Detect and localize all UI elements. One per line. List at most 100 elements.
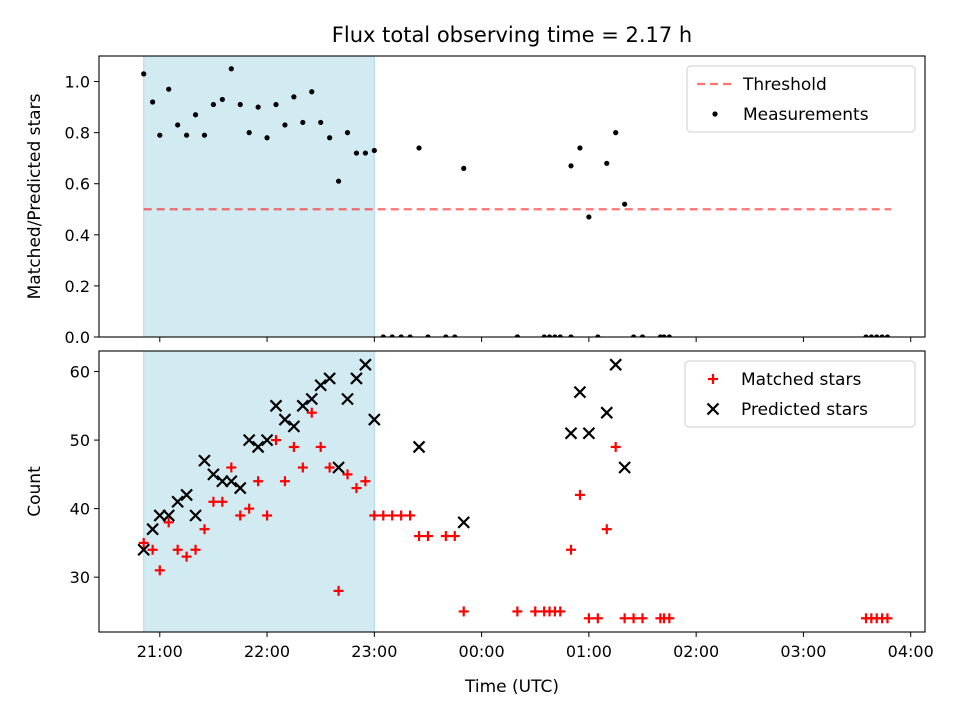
predicted-point-b bbox=[162, 509, 176, 522]
predicted-point-b bbox=[618, 461, 631, 474]
matched-point bbox=[637, 613, 648, 624]
predicted-point bbox=[153, 509, 167, 522]
measurement-point bbox=[604, 160, 610, 166]
plot-area bbox=[141, 66, 892, 337]
measurement-point bbox=[389, 334, 395, 337]
measurement-point bbox=[157, 132, 163, 138]
y-tick-label: 0.2 bbox=[65, 277, 90, 296]
predicted-point bbox=[216, 474, 229, 488]
matched-point bbox=[324, 462, 335, 473]
predicted-point-b bbox=[368, 413, 381, 426]
measurement-point bbox=[282, 122, 288, 128]
measurement-point bbox=[362, 150, 368, 156]
count-panel: 30 40 50 60 Count Matched stars Predicted star… bbox=[25, 350, 926, 637]
matched-point bbox=[458, 606, 469, 617]
predicted-point bbox=[233, 481, 247, 495]
matched-point bbox=[882, 613, 893, 624]
predicted-point bbox=[242, 433, 256, 447]
matched-point bbox=[306, 407, 317, 418]
predicted-point bbox=[278, 413, 292, 426]
matched-point bbox=[566, 544, 576, 555]
series-measurements bbox=[141, 66, 891, 337]
predicted-point-b bbox=[287, 420, 301, 433]
y-tick-label: 40 bbox=[70, 500, 90, 519]
matched-point bbox=[396, 510, 407, 521]
predicted-point bbox=[137, 543, 150, 557]
measurement-point bbox=[264, 135, 270, 141]
measurement-point bbox=[201, 132, 208, 138]
y-axis-label: Count bbox=[25, 466, 45, 517]
x-tick-label: 22:00 bbox=[244, 642, 290, 661]
predicted-point-b bbox=[207, 468, 220, 481]
matched-point bbox=[172, 544, 183, 555]
matched-point bbox=[574, 489, 585, 500]
predicted-point-b bbox=[305, 392, 319, 406]
measurement-point bbox=[568, 334, 574, 337]
measurement-point bbox=[541, 334, 547, 337]
measurement-point bbox=[622, 201, 628, 207]
predicted-point bbox=[260, 433, 274, 447]
measurement-point bbox=[452, 334, 458, 337]
measurement-point bbox=[150, 99, 156, 105]
matched-point bbox=[244, 503, 255, 514]
predicted-point bbox=[146, 522, 159, 536]
predicted-point bbox=[269, 399, 283, 413]
measurement-point bbox=[300, 119, 306, 126]
x-tick-label: 03:00 bbox=[780, 642, 826, 661]
matched-point bbox=[360, 476, 371, 487]
measurement-point bbox=[291, 94, 297, 100]
predicted-point-b bbox=[153, 509, 167, 522]
matched-point bbox=[138, 537, 149, 548]
series-predicted-stars bbox=[137, 358, 631, 557]
predicted-point bbox=[582, 426, 596, 440]
measurement-point bbox=[255, 104, 261, 110]
predicted-point bbox=[251, 440, 265, 454]
legend-label: Matched stars bbox=[741, 370, 861, 390]
measurement-point bbox=[184, 132, 190, 138]
y-tick-label: 50 bbox=[70, 431, 90, 450]
predicted-point-b bbox=[350, 372, 363, 385]
predicted-point-b bbox=[296, 399, 310, 413]
predicted-point-b bbox=[609, 358, 622, 371]
y-tick-label: 60 bbox=[70, 363, 90, 382]
predicted-point bbox=[332, 461, 345, 474]
legend: Threshold Measurements bbox=[686, 65, 916, 133]
measurement-point bbox=[353, 150, 360, 156]
measurement-point bbox=[863, 334, 869, 337]
y-tick-label: 0.0 bbox=[65, 328, 90, 347]
matched-point bbox=[217, 496, 228, 507]
matched-point bbox=[333, 585, 344, 596]
matched-point bbox=[279, 476, 290, 487]
predicted-point bbox=[412, 440, 426, 454]
measurement-point bbox=[371, 147, 377, 154]
predicted-point-b bbox=[137, 543, 150, 557]
matched-point bbox=[315, 441, 326, 452]
predicted-point bbox=[573, 385, 587, 399]
predicted-point bbox=[359, 358, 372, 371]
measurement-point bbox=[568, 163, 574, 169]
matched-point bbox=[592, 613, 603, 624]
measurement-point bbox=[219, 96, 225, 103]
matched-point bbox=[422, 531, 433, 542]
legend-box bbox=[686, 65, 916, 133]
predicted-point-b bbox=[278, 413, 292, 426]
x-axis-label: Time (UTC) bbox=[464, 677, 559, 697]
measurement-point bbox=[630, 334, 637, 337]
measurement-point bbox=[228, 66, 234, 72]
predicted-point-b bbox=[225, 474, 238, 488]
matched-point bbox=[190, 544, 201, 555]
matched-point bbox=[512, 606, 523, 617]
predicted-point-b bbox=[216, 474, 229, 488]
legend-label: Measurements bbox=[743, 105, 869, 125]
y-tick-label: 0.4 bbox=[65, 226, 90, 245]
matched-point bbox=[610, 441, 621, 452]
legend-label: Predicted stars bbox=[741, 400, 868, 420]
measurement-point bbox=[380, 334, 386, 337]
predicted-point bbox=[305, 392, 319, 406]
predicted-point-b bbox=[180, 488, 193, 502]
legend: Matched stars Predicted stars bbox=[684, 360, 916, 428]
matched-point bbox=[342, 469, 353, 480]
predicted-point bbox=[180, 488, 193, 502]
matched-point bbox=[154, 565, 165, 576]
predicted-point-b bbox=[171, 495, 184, 509]
